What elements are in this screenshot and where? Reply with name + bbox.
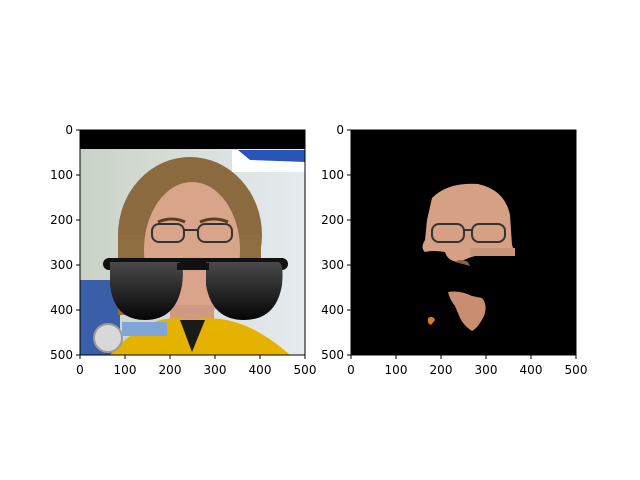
right-ytick-label: 500 <box>321 348 344 362</box>
left-ytick-label: 400 <box>50 303 73 317</box>
sunglasses <box>103 258 288 320</box>
right-xtick-label: 200 <box>430 363 453 377</box>
right-xtick-label: 500 <box>565 363 588 377</box>
right-xtick-label: 0 <box>347 363 355 377</box>
left-xtick-label: 0 <box>76 363 84 377</box>
left-xtick-label: 500 <box>294 363 317 377</box>
left-ytick-label: 200 <box>50 213 73 227</box>
right-ytick-label: 100 <box>321 168 344 182</box>
right-ytick-label: 200 <box>321 213 344 227</box>
left-ytick-label: 300 <box>50 258 73 272</box>
right-ytick-label: 300 <box>321 258 344 272</box>
left-axes-frame <box>79 129 306 356</box>
right-ytick-label: 0 <box>336 123 344 137</box>
left-ytick-label: 100 <box>50 168 73 182</box>
left-xtick-label: 300 <box>204 363 227 377</box>
left-xtick-label: 100 <box>114 363 137 377</box>
right-ytick-label: 400 <box>321 303 344 317</box>
right-image <box>351 130 576 355</box>
right-xtick-label: 100 <box>385 363 408 377</box>
left-image <box>80 130 305 355</box>
left-ytick-label: 0 <box>65 123 73 137</box>
left-xtick-label: 200 <box>159 363 182 377</box>
right-xtick-label: 400 <box>520 363 543 377</box>
left-xtick-label: 400 <box>249 363 272 377</box>
right-axes-frame <box>350 129 577 356</box>
right-xtick-label: 300 <box>475 363 498 377</box>
left-ytick-label: 500 <box>50 348 73 362</box>
